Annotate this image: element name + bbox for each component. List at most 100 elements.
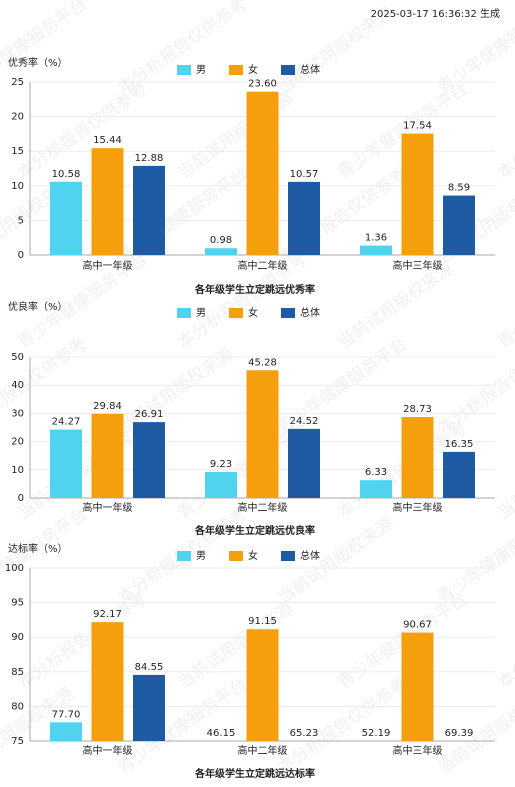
y-tick-label: 0 [18, 493, 24, 504]
value-label: 17.54 [403, 121, 432, 132]
bar [360, 480, 392, 498]
legend-swatch [281, 551, 295, 561]
x-tick-label: 高中三年级 [393, 501, 443, 514]
bar [91, 413, 124, 498]
watermark-text: 当前试用版权来源 [114, 344, 237, 438]
y-tick-label: 20 [11, 437, 24, 448]
legend-label: 总体 [300, 306, 320, 319]
value-label: 23.60 [248, 79, 277, 90]
bar [133, 674, 165, 741]
x-tick-label: 高中一年级 [83, 744, 133, 757]
value-label: 24.27 [52, 417, 81, 428]
timestamp: 2025-03-17 16:36:32 生成 [371, 7, 500, 20]
value-label: 29.84 [93, 401, 122, 412]
value-label: 10.58 [52, 169, 81, 180]
y-axis-label: 达标率（%） [8, 542, 68, 555]
x-tick-label: 高中三年级 [393, 259, 443, 272]
legend-swatch [229, 308, 243, 318]
y-tick-label: 10 [11, 181, 24, 192]
chart-title: 各年级学生立定跳远优秀率 [194, 283, 315, 296]
value-label: 15.44 [93, 135, 122, 146]
y-axis-label: 优秀率（%） [8, 56, 68, 69]
x-tick-label: 高中二年级 [238, 259, 288, 272]
bar [360, 245, 392, 255]
y-tick-label: 30 [11, 408, 24, 419]
value-label: 65.23 [290, 728, 319, 739]
bar [401, 632, 434, 741]
legend-label: 男 [196, 307, 206, 319]
value-label: 1.36 [365, 233, 387, 244]
bar [91, 148, 124, 255]
chart-title: 各年级学生立定跳远优良率 [194, 524, 315, 537]
legend-label: 女 [248, 63, 258, 76]
bar [205, 248, 237, 255]
value-label: 69.39 [445, 728, 474, 739]
y-tick-label: 95 [11, 598, 24, 609]
x-tick-label: 高中三年级 [393, 744, 443, 757]
bar [401, 416, 434, 498]
value-label: 77.70 [52, 709, 81, 720]
legend-label: 男 [196, 550, 206, 562]
x-tick-label: 高中二年级 [238, 744, 288, 757]
value-label: 6.33 [365, 467, 387, 478]
value-label: 10.57 [290, 169, 319, 180]
y-tick-label: 20 [11, 112, 24, 123]
value-label: 16.35 [445, 439, 474, 450]
y-tick-label: 40 [11, 380, 24, 391]
value-label: 28.73 [403, 404, 432, 415]
bar [443, 195, 475, 255]
legend-swatch [281, 65, 295, 75]
y-tick-label: 5 [18, 215, 24, 226]
chart-title: 各年级学生立定跳远达标率 [194, 767, 315, 780]
value-label: 0.98 [210, 235, 232, 246]
value-label: 84.55 [135, 662, 164, 673]
watermark-text: 本分析报告仅供参考 [494, 79, 515, 183]
legend-label: 女 [248, 306, 258, 319]
y-axis-label: 优良率（%） [8, 300, 68, 313]
value-label: 8.59 [448, 183, 470, 194]
legend-swatch [281, 308, 295, 318]
bar [50, 722, 82, 741]
value-label: 52.19 [362, 728, 391, 739]
legend-swatch [177, 551, 191, 561]
bar [246, 370, 279, 498]
x-tick-label: 高中二年级 [238, 501, 288, 514]
bar [205, 471, 237, 498]
watermark-text: 本分析报告仅供参考 [14, 589, 151, 693]
bar [288, 428, 320, 498]
y-tick-label: 15 [11, 146, 24, 157]
y-tick-label: 80 [11, 701, 24, 712]
y-tick-label: 85 [11, 667, 24, 678]
watermark-text: 青少年健康服务平台 [494, 249, 515, 353]
y-tick-label: 0 [18, 250, 24, 261]
bar [133, 165, 165, 255]
legend-swatch [177, 308, 191, 318]
value-label: 45.28 [248, 357, 277, 368]
watermark-text: 本分析报告仅供参考 [494, 589, 515, 693]
value-label: 90.67 [403, 620, 432, 631]
bar [246, 629, 279, 741]
value-label: 92.17 [93, 609, 122, 620]
bar [401, 133, 434, 255]
value-label: 12.88 [135, 153, 164, 164]
value-label: 9.23 [210, 459, 232, 470]
bar [246, 91, 279, 255]
value-label: 24.52 [290, 416, 319, 427]
legend-label: 总体 [300, 63, 320, 76]
value-label: 46.15 [207, 728, 236, 739]
value-label: 91.15 [248, 616, 277, 627]
bar [50, 429, 82, 498]
y-tick-label: 10 [11, 465, 24, 476]
bar [288, 181, 320, 255]
y-tick-label: 90 [11, 632, 24, 643]
legend-label: 男 [196, 64, 206, 76]
watermark-text: 青少年健康服务平台 [0, 504, 91, 608]
watermark-text: 当前试用版权来源 [494, 429, 515, 523]
y-tick-label: 50 [11, 352, 24, 363]
bar [443, 451, 475, 498]
legend-swatch [229, 65, 243, 75]
watermark-text: 本分析报告仅供参考 [14, 79, 151, 183]
bar [91, 622, 124, 741]
legend-label: 女 [248, 549, 258, 562]
